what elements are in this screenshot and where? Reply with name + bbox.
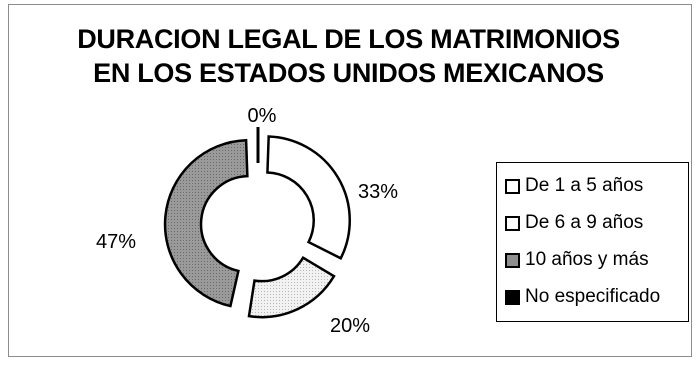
legend-item-4: No especificado [505, 286, 660, 308]
chart-title: DURACION LEGAL DE LOS MATRIMONIOS EN LOS… [0, 22, 697, 90]
slice-label-3: 47% [96, 231, 136, 253]
legend-item-3: 10 años y más [505, 249, 649, 271]
legend: De 1 a 5 años De 6 a 9 años 10 años y más N… [496, 162, 689, 322]
chart-title-line-1: DURACION LEGAL DE LOS MATRIMONIOS [77, 24, 620, 54]
slice-label-2: 20% [330, 315, 370, 337]
slice-1 [266, 135, 351, 260]
legend-swatch-3 [505, 252, 520, 268]
legend-item-2: De 6 a 9 años [505, 212, 643, 234]
slice-3 [163, 138, 249, 308]
legend-swatch-2 [505, 215, 520, 231]
legend-swatch-1 [505, 178, 520, 194]
chart-frame [8, 4, 692, 357]
slice-label-1: 33% [358, 181, 398, 203]
legend-label-1: De 1 a 5 años [525, 175, 644, 196]
legend-swatch-4 [505, 289, 520, 305]
legend-label-3: 10 años y más [525, 249, 649, 270]
legend-label-2: De 6 a 9 años [525, 212, 644, 233]
legend-label-4: No especificado [525, 286, 661, 307]
slice-label-4: 0% [248, 105, 277, 127]
slice-2 [247, 256, 336, 319]
chart-title-line-2: EN LOS ESTADOS UNIDOS MEXICANOS [93, 58, 604, 88]
legend-item-1: De 1 a 5 años [505, 175, 643, 197]
